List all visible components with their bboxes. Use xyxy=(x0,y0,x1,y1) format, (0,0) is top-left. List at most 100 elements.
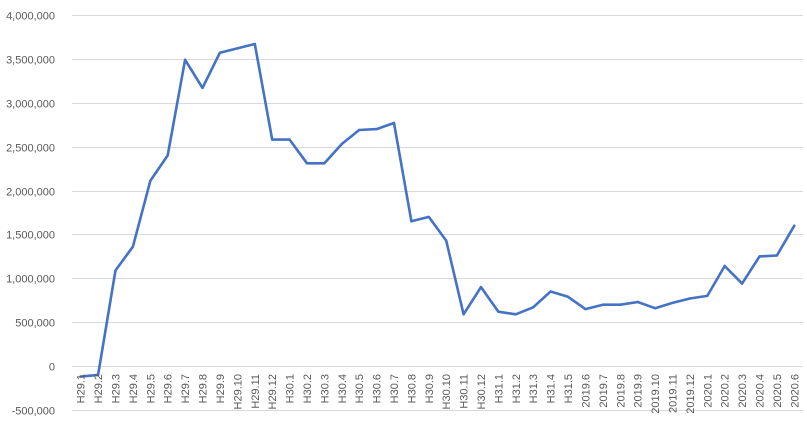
x-tick-label: H31.4 xyxy=(546,374,558,403)
x-tick-label: H29.9 xyxy=(215,374,227,403)
x-tick-label: H29.1 xyxy=(76,374,88,403)
data-point xyxy=(636,300,639,304)
x-tick-label: H30.6 xyxy=(372,374,384,403)
data-point xyxy=(462,313,465,316)
x-tick-label: 2020.1 xyxy=(702,374,714,408)
data-point xyxy=(584,307,587,311)
x-tick-label: H30.12 xyxy=(476,374,488,409)
x-tick-label: 2019.9 xyxy=(633,374,645,408)
data-point xyxy=(619,303,622,306)
x-tick-label: H29.12 xyxy=(267,374,279,409)
x-axis-ticks: H29.1 H29.2 H29.3 H29.4 H29.5 H29.6 H29.7 H29.8… xyxy=(76,374,802,414)
x-tick-label: H30.9 xyxy=(424,374,436,403)
data-point xyxy=(340,142,343,146)
data-point xyxy=(96,373,100,377)
data-point xyxy=(427,215,430,219)
x-tick-label: H29.10 xyxy=(232,374,244,409)
data-point xyxy=(79,375,82,378)
x-tick-label: H31.1 xyxy=(493,374,505,403)
x-tick-label: H29.6 xyxy=(163,374,175,403)
data-point xyxy=(671,301,674,305)
data-point xyxy=(392,121,396,125)
x-tick-label: H29.8 xyxy=(198,374,210,403)
x-tick-label: H30.8 xyxy=(406,374,418,403)
x-tick-label: H31.5 xyxy=(563,374,575,403)
data-point xyxy=(375,127,378,131)
data-point xyxy=(514,313,517,316)
y-tick-label: 2,000,000 xyxy=(6,187,55,199)
data-point xyxy=(114,269,117,272)
x-tick-label: 2020.6 xyxy=(789,374,801,408)
y-tick-label: 1,500,000 xyxy=(6,230,55,242)
x-tick-label: 2020.4 xyxy=(754,374,766,408)
y-tick-label: -500,000 xyxy=(12,406,55,418)
y-tick-label: 1,000,000 xyxy=(6,274,55,286)
data-point xyxy=(740,282,744,285)
x-tick-label: H29.7 xyxy=(180,374,192,403)
data-point xyxy=(688,297,692,300)
data-point xyxy=(775,254,779,257)
x-tick-label: 2019.7 xyxy=(598,374,610,408)
data-point xyxy=(532,306,535,309)
data-point xyxy=(149,179,152,183)
data-point xyxy=(549,290,552,293)
y-tick-label: 3,500,000 xyxy=(6,55,55,67)
series-line xyxy=(79,42,796,378)
data-point xyxy=(253,42,256,46)
data-point xyxy=(758,255,761,258)
y-tick-label: 2,500,000 xyxy=(6,143,55,155)
data-point xyxy=(479,285,483,289)
data-point xyxy=(445,239,448,242)
data-point xyxy=(601,303,604,306)
y-tick-label: 3,000,000 xyxy=(6,99,55,111)
data-point xyxy=(566,295,570,298)
x-tick-label: 2019.11 xyxy=(667,374,679,413)
data-point xyxy=(236,47,239,50)
x-tick-label: H29.4 xyxy=(128,374,140,403)
data-point xyxy=(305,162,309,165)
x-tick-label: H29.5 xyxy=(145,374,157,403)
x-tick-label: 2019.8 xyxy=(615,374,627,408)
x-tick-label: 2019.6 xyxy=(580,374,592,408)
x-tick-label: 2020.3 xyxy=(737,374,749,408)
data-point xyxy=(323,162,326,165)
y-tick-label: 4,000,000 xyxy=(6,11,55,23)
data-point xyxy=(183,58,187,61)
x-tick-label: 2019.10 xyxy=(650,374,662,414)
x-tick-label: 2020.5 xyxy=(772,374,784,408)
x-tick-label: H31.2 xyxy=(511,374,523,403)
x-tick-label: H30.7 xyxy=(389,374,401,403)
gridlines xyxy=(72,15,803,411)
data-point xyxy=(653,307,657,310)
data-point xyxy=(218,51,222,54)
data-point xyxy=(288,138,291,141)
x-tick-label: 2020.2 xyxy=(720,374,732,408)
y-tick-label: 500,000 xyxy=(15,318,55,330)
x-tick-label: 2019.12 xyxy=(685,374,697,414)
data-point xyxy=(793,224,796,227)
data-point xyxy=(497,310,500,313)
x-tick-label: H30.11 xyxy=(459,374,471,409)
data-point xyxy=(201,86,204,90)
x-tick-label: H29.11 xyxy=(250,374,262,409)
data-point xyxy=(706,294,709,298)
x-tick-label: H30.2 xyxy=(302,374,314,403)
x-tick-label: H29.2 xyxy=(93,374,105,403)
data-point xyxy=(166,154,169,157)
x-tick-label: H30.3 xyxy=(319,374,331,403)
x-tick-label: H30.5 xyxy=(354,374,366,403)
data-point xyxy=(410,220,413,223)
data-point xyxy=(723,264,726,268)
x-tick-label: H31.3 xyxy=(528,374,540,403)
y-axis-ticks: -500,000 0 500,000 1,000,000 1,500,000 2,000,… xyxy=(6,11,55,418)
x-tick-label: H30.10 xyxy=(441,374,453,409)
x-tick-label: H29.3 xyxy=(111,374,123,403)
y-tick-label: 0 xyxy=(49,362,55,374)
data-point xyxy=(358,128,361,132)
data-point xyxy=(131,245,135,248)
series-layer xyxy=(79,42,796,378)
x-tick-label: H30.1 xyxy=(285,374,297,403)
x-tick-label: H30.4 xyxy=(337,374,349,403)
